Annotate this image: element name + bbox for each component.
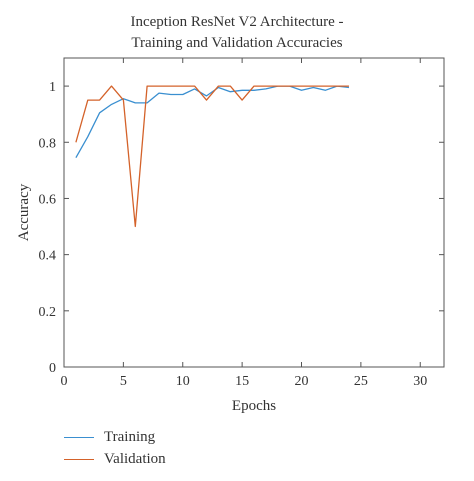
x-tick-label: 0 bbox=[61, 374, 68, 389]
y-tick-label: 0.4 bbox=[39, 249, 57, 264]
x-tick-label: 25 bbox=[354, 374, 368, 389]
y-axis-label: Accuracy bbox=[16, 183, 32, 241]
series-line-validation bbox=[75, 85, 349, 228]
x-tick-label: 30 bbox=[413, 374, 427, 389]
x-tick-label: 15 bbox=[235, 374, 249, 389]
x-tick-label: 10 bbox=[176, 374, 190, 389]
chart-legend: Training Validation bbox=[64, 426, 166, 470]
legend-label-validation: Validation bbox=[104, 450, 166, 467]
series-line-training bbox=[75, 85, 350, 159]
x-tick-label: 5 bbox=[120, 374, 127, 389]
legend-label-training: Training bbox=[104, 428, 156, 445]
legend-swatch-training bbox=[64, 436, 94, 438]
chart-title-line-1: Inception ResNet V2 Architecture - bbox=[130, 14, 344, 30]
y-tick-label: 0 bbox=[49, 361, 56, 376]
x-axis-label: Epochs bbox=[232, 398, 276, 414]
legend-item-validation: Validation bbox=[64, 448, 166, 470]
plot-frame bbox=[63, 57, 445, 368]
y-tick-label: 0.8 bbox=[39, 136, 57, 151]
chart-title-line-2: Training and Validation Accuracies bbox=[131, 35, 343, 51]
y-tick-label: 1 bbox=[49, 80, 56, 95]
legend-item-training: Training bbox=[64, 426, 166, 448]
legend-swatch-validation bbox=[64, 458, 94, 460]
y-tick-label: 0.2 bbox=[39, 305, 57, 320]
y-tick-label: 0.6 bbox=[39, 192, 57, 207]
x-tick-label: 20 bbox=[295, 374, 309, 389]
